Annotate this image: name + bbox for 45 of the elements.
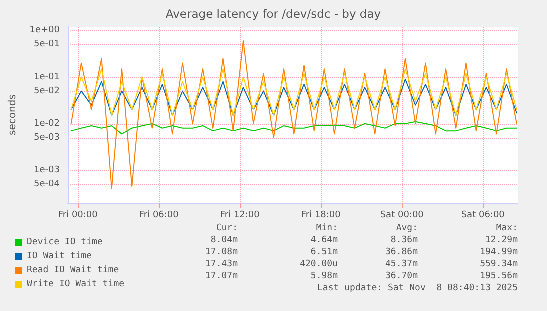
text: 36.86m [385,248,418,258]
text: 5.98m [310,272,338,282]
line-series [70,68,518,116]
y-tick-label: 1e-02 [34,118,60,129]
y-tick-label: 5e-03 [34,132,60,143]
y-tick-label: 1e-01 [34,72,60,82]
text: 195.56m [480,272,518,282]
text: 559.34m [480,260,518,270]
text: Avg: [396,224,418,234]
text: Last update: Sat Nov 8 08:40:13 2025 [318,284,518,294]
x-tick-label: Fri 18:00 [301,210,342,220]
text: 4.64m [310,236,338,246]
y-axis-title: seconds [8,94,18,136]
text: Min: [316,224,338,234]
text: 17.43m [205,260,238,270]
line-series [70,121,518,135]
legend-label: IO Wait time [27,252,92,262]
y-tick-label: 5e-01 [34,40,60,50]
text: 36.70m [385,272,418,282]
x-tick-label: Fri 12:00 [220,210,260,220]
text: 17.08m [205,248,238,258]
text: 8.36m [390,236,418,246]
x-tick-label: Fri 00:00 [58,210,98,220]
text: 12.29m [485,236,518,246]
line-series [70,40,518,190]
text: 420.00u [300,260,338,270]
text: 17.07m [205,272,238,282]
legend-label: Write IO Wait time [27,280,125,290]
chart-title: Average latency for /dev/sdc - by day [166,7,382,21]
y-tick-label: 5e-04 [34,179,60,190]
x-tick-label: Sat 06:00 [461,210,506,220]
line-series [70,78,518,116]
legend-label: Read IO Wait time [27,266,120,276]
text: 6.51m [310,248,338,258]
text: Cur: [216,224,238,234]
legend-label: Device IO time [27,238,103,248]
x-tick-label: Sat 00:00 [380,210,424,220]
text: 45.37m [385,260,418,270]
y-tick-label: 5e-02 [34,86,60,96]
text: 194.99m [480,248,518,258]
text: Max: [496,224,518,234]
x-tick-label: Fri 06:00 [139,210,180,220]
text: 8.04m [210,236,238,246]
y-tick-label: 1e-03 [34,165,60,176]
y-tick-label: 1e+00 [30,26,60,36]
